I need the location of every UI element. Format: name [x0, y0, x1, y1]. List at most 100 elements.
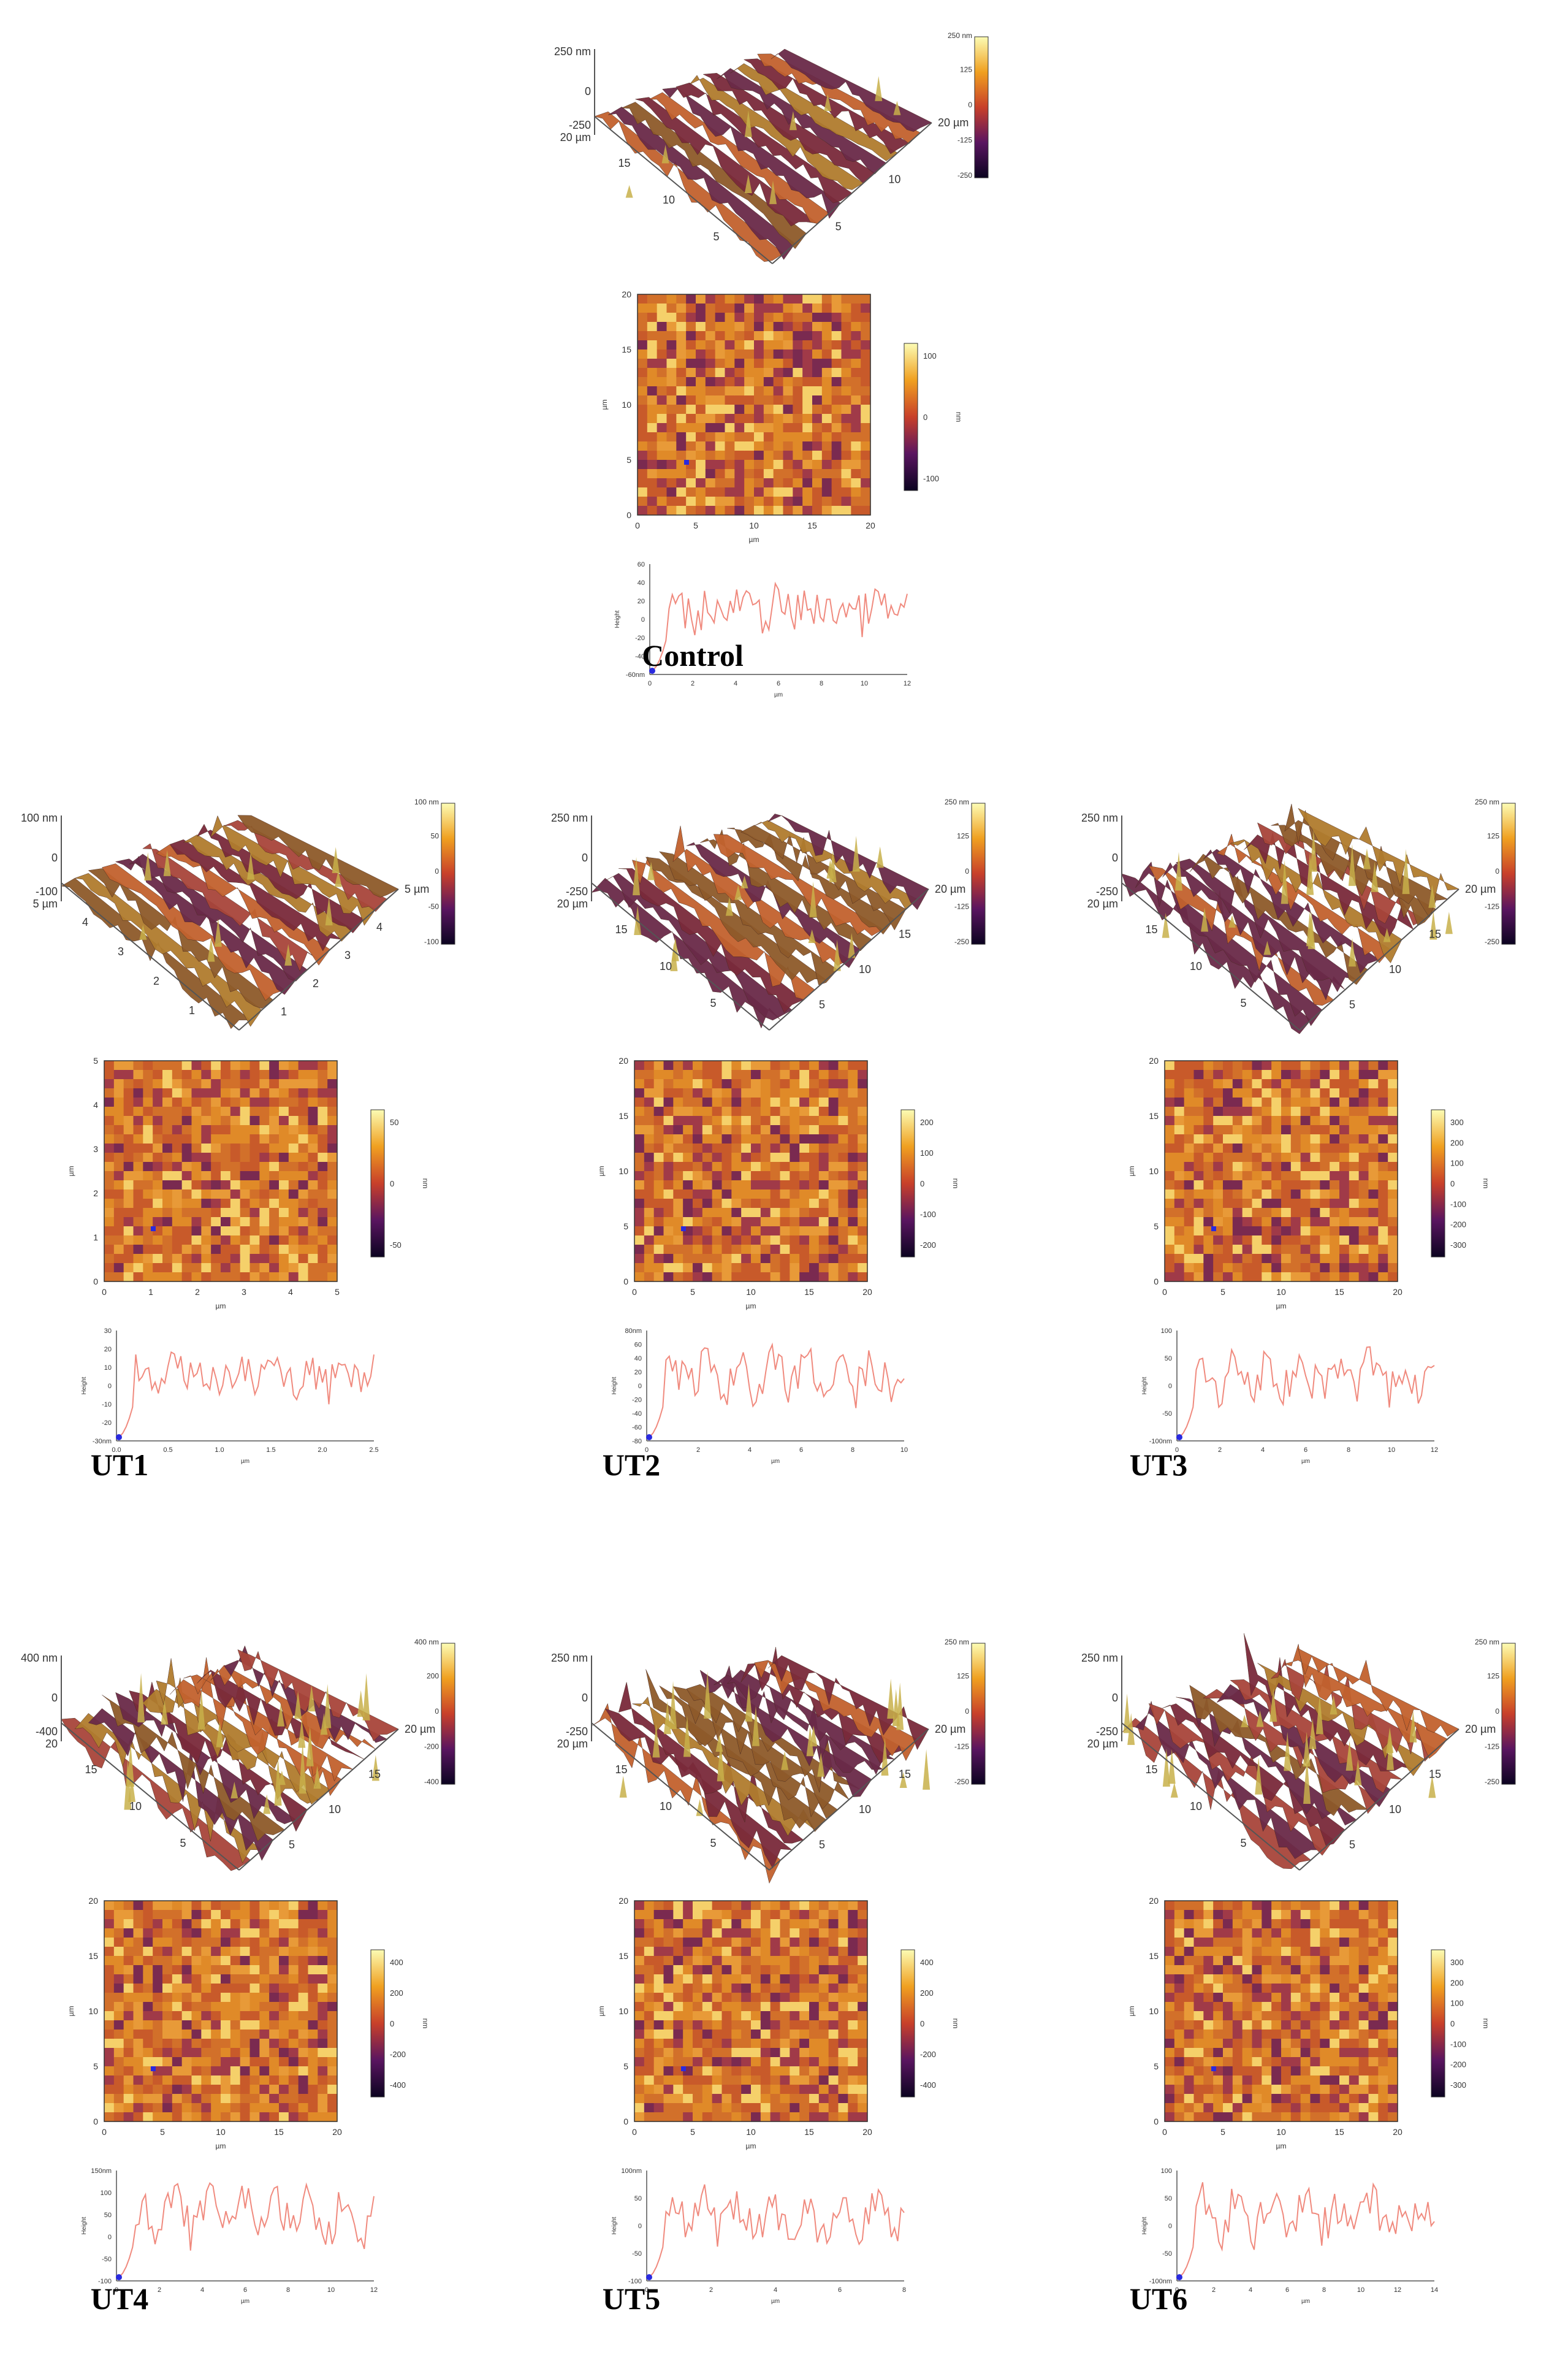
axis-label: 8: [851, 1446, 854, 1454]
axis-label: 125: [1487, 1672, 1499, 1681]
axis-label: µm: [771, 2298, 780, 2305]
axis-label: 50: [634, 2195, 642, 2202]
axis-label: 20 µm: [1087, 1738, 1118, 1750]
axis-label: 0: [648, 680, 652, 687]
panel-ut4: 400 nm 0 -400 20 20 µm 15 10 5 15 10 5 400 nm 200 0 -2…: [18, 1631, 497, 2318]
axis-label: 0: [1154, 2117, 1159, 2126]
axis-label: 5: [713, 231, 719, 243]
panel-caption: UT4: [90, 2282, 149, 2316]
axis-label: 5: [710, 997, 716, 1009]
axis-label: µm: [1276, 1302, 1287, 1310]
axis-label: 20 µm: [938, 116, 969, 129]
axis-label: 0: [641, 616, 645, 624]
axis-label: 0: [102, 2127, 107, 2137]
axis-label: 5: [1240, 997, 1246, 1009]
axis-label: -250: [569, 119, 591, 131]
axis-label: 100nm: [621, 2167, 642, 2175]
axis-label: 400: [390, 1958, 403, 1967]
axis-label: 4: [200, 2286, 204, 2294]
axis-label: 15: [88, 1951, 98, 1961]
axis-label: 10: [1389, 1803, 1401, 1816]
axis-label: Height: [611, 1377, 618, 1394]
panel-caption: UT5: [602, 2282, 661, 2316]
axis-label: 0: [51, 1692, 58, 1704]
axis-label: 0: [626, 510, 631, 520]
surface-colorbar: 250 nm 125 0 -125 -250: [948, 31, 989, 180]
axis-label: 2: [1218, 1446, 1222, 1454]
axis-label: 5: [289, 1839, 295, 1851]
axis-label: -125: [1485, 1743, 1499, 1751]
axis-label: 6: [838, 2286, 842, 2294]
axis-label: 4: [1261, 1446, 1265, 1454]
axis-label: 15: [804, 1287, 814, 1297]
axis-label: 20: [634, 1369, 642, 1377]
axis-label: 2.0: [318, 1446, 327, 1454]
axis-label: 10: [329, 1803, 341, 1816]
axis-label: 12: [904, 680, 911, 687]
axis-label: -300: [1450, 1240, 1466, 1250]
axis-label: -50: [390, 1240, 402, 1250]
axis-label: 20 µm: [1465, 1723, 1496, 1735]
axis-label: 20 µm: [1087, 898, 1118, 910]
panel-ut6: 250 nm 0 -250 20 µm 20 µm 15 10 5 15 10 5 250 nm 125…: [1079, 1631, 1557, 2318]
axis-label: 2: [709, 2286, 713, 2294]
axis-label: 50: [431, 832, 440, 841]
axis-label: 60: [634, 1342, 642, 1349]
axis-label: 0: [920, 2019, 924, 2028]
axis-label: 20: [104, 1346, 112, 1353]
axis-label: µm: [241, 2298, 249, 2305]
axis-label: 10: [618, 2006, 628, 2016]
axis-label: 10: [1149, 1166, 1159, 1176]
axis-label: 5: [690, 2127, 695, 2137]
axis-label: 20: [45, 1738, 58, 1750]
axis-label: 0: [582, 1692, 588, 1704]
axis-label: 10: [104, 1364, 112, 1372]
axis-label: 15: [804, 2127, 814, 2137]
axis-label: 3: [242, 1287, 246, 1297]
axis-label: 4: [82, 916, 88, 928]
axis-label: 0: [1450, 2019, 1455, 2028]
axis-label: 0: [1168, 1383, 1172, 1390]
axis-label: 0.0: [112, 1446, 121, 1454]
axis-label: 5: [1349, 1839, 1355, 1851]
axis-label: 10: [1190, 960, 1202, 972]
axis-label: -250: [954, 937, 969, 946]
axis-label: -125: [1485, 903, 1499, 911]
axis-label: 8: [902, 2286, 906, 2294]
axis-label: 250 nm: [1475, 798, 1499, 806]
surface-colorbar: 250 nm 125 0 -125 -250: [945, 1638, 986, 1786]
axis-label: 5: [1220, 1287, 1225, 1297]
axis-label: Height: [614, 610, 621, 628]
axis-label: 8: [820, 680, 823, 687]
axis-label: 0: [108, 1383, 112, 1390]
axis-label: 10: [327, 2286, 335, 2294]
panel-control: 250 nm 0 -250 20 µm 20 µm 15 10 5 10 5 250 nm 125 0-…: [552, 25, 1030, 711]
axis-label: 125: [957, 832, 969, 841]
surface-colorbar: 250 nm 125 0 -125 -250: [1475, 1638, 1516, 1786]
axis-label: 250 nm: [945, 1638, 969, 1646]
axis-label: -50: [102, 2256, 112, 2263]
axis-label: 4: [288, 1287, 293, 1297]
axis-label: 10: [660, 1800, 672, 1812]
axis-label: -250: [566, 885, 588, 898]
axis-label: nm: [421, 2018, 430, 2029]
panel-caption: Control: [642, 638, 744, 673]
axis-label: 150nm: [91, 2167, 112, 2175]
axis-label: -100: [36, 885, 58, 898]
axis-label: 10: [216, 2127, 226, 2137]
axis-label: µm: [216, 2142, 226, 2150]
axis-label: -200: [1450, 2060, 1466, 2069]
axis-label: -100: [98, 2278, 112, 2285]
axis-label: 80nm: [625, 1327, 642, 1335]
axis-label: nm: [951, 1178, 960, 1189]
